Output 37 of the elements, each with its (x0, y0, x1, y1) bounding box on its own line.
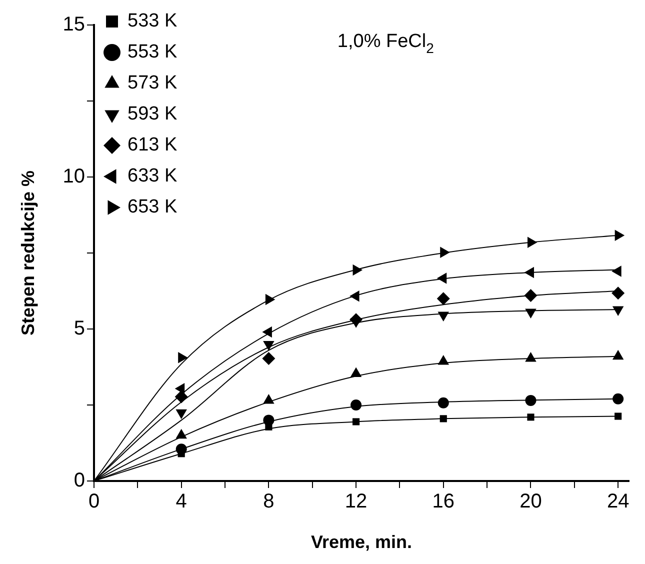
point (440, 415, 447, 422)
y-tick-label: 5 (74, 318, 85, 340)
legend-label: 573 K (128, 72, 178, 94)
point (527, 414, 534, 421)
point (524, 289, 538, 302)
x-tick-label: 8 (263, 490, 274, 513)
point (612, 286, 625, 300)
x-tick-label: 16 (432, 490, 455, 513)
point (174, 390, 188, 404)
x-tick-label: 24 (606, 490, 630, 513)
legend-label: 653 K (128, 196, 178, 218)
point (612, 393, 624, 404)
legend-label: 533 K (128, 10, 178, 32)
point (350, 400, 362, 410)
point (527, 236, 538, 248)
point (525, 394, 536, 406)
legend-label: 613 K (128, 134, 178, 156)
point (440, 246, 450, 258)
point (262, 352, 276, 365)
x-tick-label: 12 (344, 490, 368, 513)
x-tick-label: 20 (520, 490, 542, 513)
point (436, 292, 450, 306)
y-tick-label: 15 (62, 14, 85, 36)
point (438, 397, 449, 408)
legend-label: 593 K (128, 104, 178, 125)
point (352, 418, 360, 426)
y-tick-label: 0 (74, 470, 85, 492)
point (614, 412, 622, 420)
legend-label: 633 K (128, 166, 178, 187)
point (614, 230, 625, 241)
y-tick-label: 10 (62, 166, 85, 188)
point (265, 423, 272, 430)
x-tick-label: 0 (88, 490, 100, 513)
y-axis-title: Stepen redukcije % (18, 170, 38, 336)
legend-label: 553 K (128, 42, 178, 63)
x-tick-label: 4 (176, 490, 187, 513)
x-axis-title: Vreme, min. (310, 532, 412, 552)
